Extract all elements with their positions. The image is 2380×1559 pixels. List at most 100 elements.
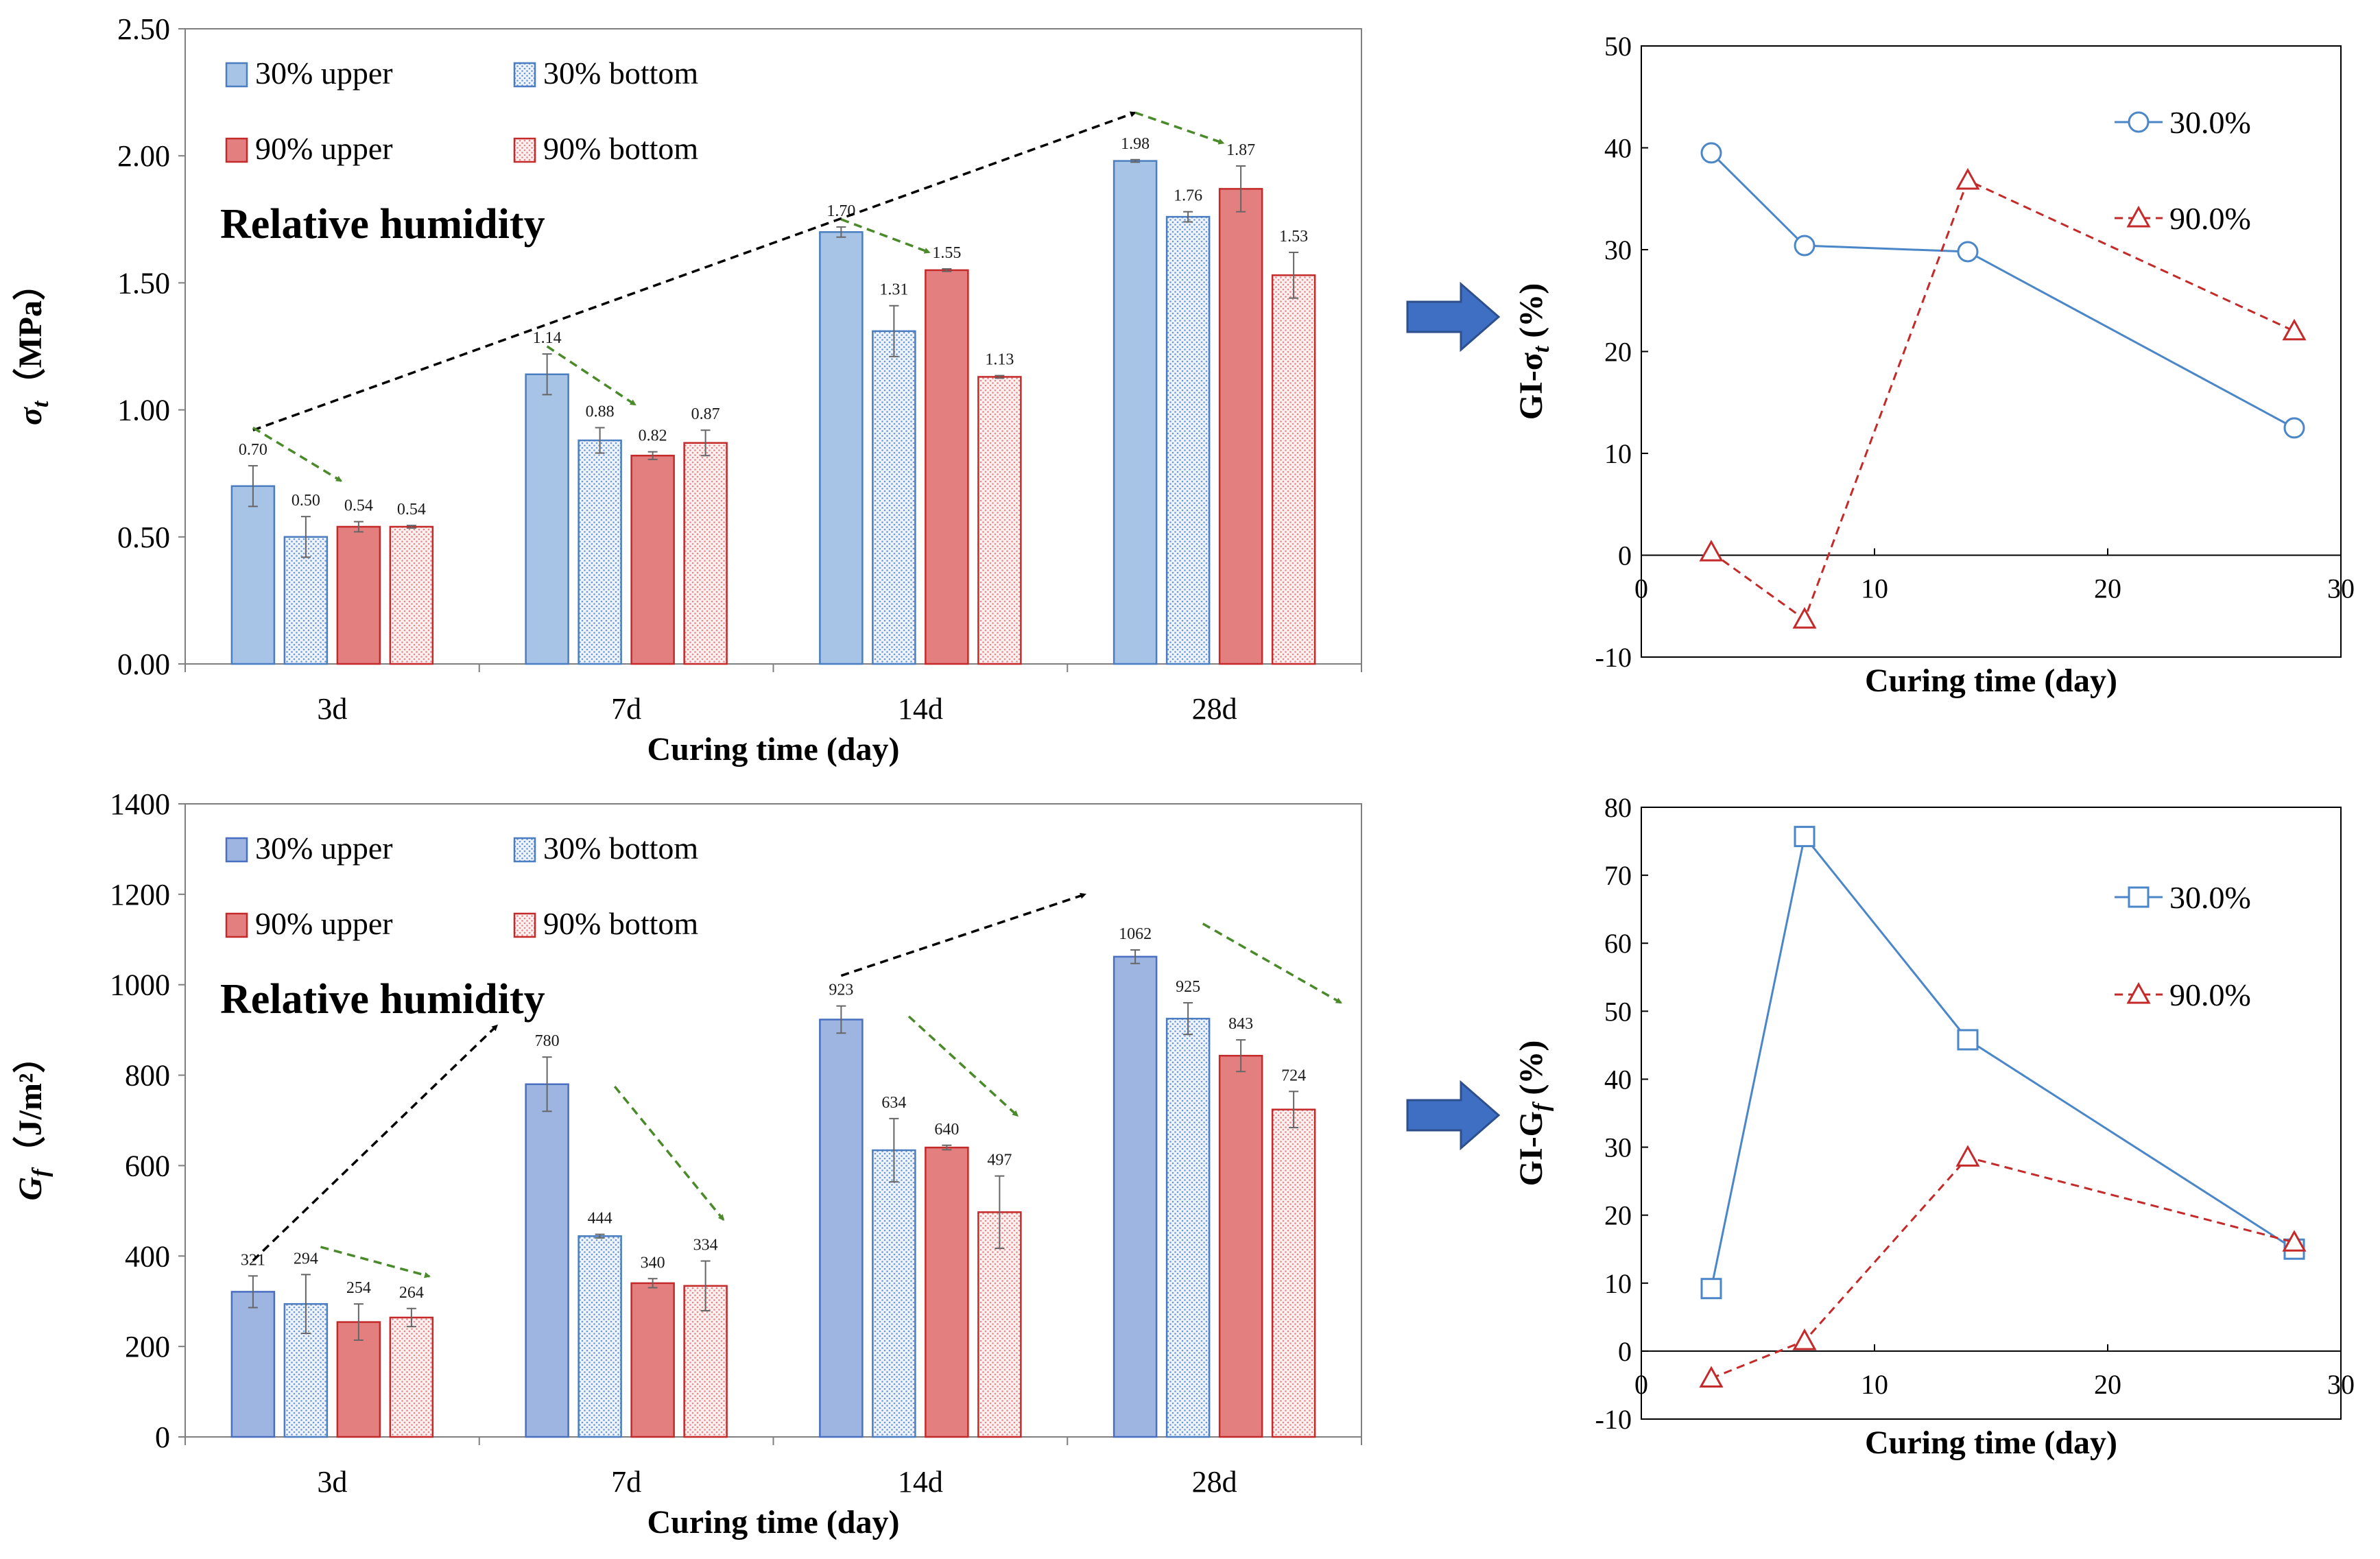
data-label: 1.87 (1226, 141, 1255, 159)
data-label: 264 (399, 1284, 424, 1302)
y-tick-label: 80 (1604, 792, 1632, 823)
data-label: 1.53 (1279, 228, 1308, 246)
data-label: 1.13 (985, 351, 1014, 369)
bar (230, 485, 276, 665)
bar (283, 536, 329, 665)
bar (925, 1146, 969, 1438)
data-point-circle (1794, 235, 1816, 257)
data-label: 1.76 (1174, 187, 1202, 205)
legend-label: 90% upper (255, 906, 393, 941)
legend-label: 30% bottom (543, 56, 698, 91)
data-point-square (1700, 1278, 1722, 1300)
bar (336, 525, 381, 665)
bar (1112, 955, 1158, 1438)
legend-label: 90.0% (2169, 201, 2251, 236)
y-tick-label: 20 (1604, 337, 1632, 368)
bar (525, 1083, 569, 1438)
legend-swatch (513, 912, 536, 938)
bar (1165, 1017, 1211, 1438)
y-tick-label: 0 (155, 1420, 170, 1454)
y-axis-title-unit: (%) (1513, 283, 1549, 346)
y-tick-label: 30 (1604, 1132, 1632, 1163)
y-tick-label: 20 (1604, 1200, 1632, 1231)
right-arrow-icon (1406, 1080, 1501, 1151)
data-label: 843 (1228, 1015, 1253, 1033)
legend-label: 90% bottom (543, 131, 698, 166)
data-label: 0.50 (291, 492, 320, 510)
y-tick-label: 50 (1604, 996, 1632, 1027)
data-point-triangle (2282, 1230, 2307, 1252)
bar (230, 1291, 276, 1438)
legend-label: 30% upper (255, 831, 393, 866)
trend-arrow (252, 111, 1137, 431)
y-axis-title-subscript: f (1529, 1101, 1554, 1111)
x-tick-label: 7d (611, 1465, 641, 1499)
data-label: 1062 (1119, 925, 1152, 943)
data-label: 1.70 (826, 202, 855, 220)
x-tick-label: 20 (2094, 573, 2121, 604)
y-tick-label: 2.50 (117, 12, 170, 46)
y-axis-title-unit: （MPa） (12, 267, 49, 401)
data-label: 1.31 (879, 281, 908, 299)
data-label: 634 (881, 1094, 906, 1112)
y-tick-label: -10 (1595, 642, 1632, 673)
annotation-text: Relative humidity (220, 201, 545, 248)
bar (1112, 160, 1158, 665)
y-tick-label: 50 (1604, 31, 1632, 62)
y-tick-label: 1400 (110, 787, 170, 821)
bar (525, 373, 569, 665)
y-axis-title-subscript: t (28, 400, 53, 407)
data-point-square (1794, 826, 1816, 848)
data-label: 640 (934, 1121, 959, 1139)
y-tick-label: -10 (1595, 1404, 1632, 1435)
data-point-triangle (2282, 318, 2307, 341)
x-tick-label: 7d (611, 692, 641, 726)
x-tick-label: 14d (898, 692, 943, 726)
y-axis-title: Gf（J/m²） (12, 1040, 53, 1201)
data-point-triangle (2126, 981, 2151, 1004)
y-tick-label: 200 (125, 1330, 170, 1364)
y-tick-label: 400 (125, 1239, 170, 1273)
data-point-triangle (1955, 1145, 1980, 1167)
y-tick-label: 40 (1604, 133, 1632, 164)
gi-sigma-line-chart: -10 0 10 20 30 40 50 0 10 20 30 30.0% 90.0% Curing ti… (1513, 31, 2355, 699)
y-tick-label: 600 (125, 1149, 170, 1182)
y-axis-title: σt（MPa） (12, 267, 53, 425)
bar (630, 1282, 675, 1438)
x-tick-label: 0 (1634, 1369, 1648, 1400)
trend-arrow (252, 427, 343, 482)
data-point-triangle (1699, 539, 1724, 562)
y-axis-title-subscript: f (28, 1167, 53, 1177)
bar (1218, 188, 1263, 665)
series-line (1711, 1156, 2295, 1379)
data-label: 0.54 (344, 497, 373, 515)
data-point-circle (2283, 417, 2305, 439)
y-tick-label: 800 (125, 1059, 170, 1093)
x-tick-label: 14d (898, 1465, 943, 1499)
legend-label: 30.0% (2169, 880, 2251, 915)
bar (1271, 1108, 1316, 1438)
data-label: 0.88 (586, 403, 615, 421)
x-tick-label: 28d (1192, 1465, 1237, 1499)
bar (872, 330, 916, 665)
data-label: 0.54 (397, 501, 426, 519)
data-label: 1.55 (932, 244, 961, 262)
bar (389, 525, 434, 665)
x-axis-title: Curing time (day) (647, 1504, 900, 1540)
x-tick-label: 3d (317, 692, 347, 726)
x-tick-label: 3d (317, 1465, 347, 1499)
legend-swatch (225, 912, 248, 938)
x-tick-label: 0 (1634, 573, 1648, 604)
block-arrow-top (1406, 281, 1501, 353)
series-line (1710, 152, 2295, 429)
x-axis-title: Curing time (day) (647, 731, 900, 767)
bar (578, 1235, 622, 1438)
trend-arrow (840, 218, 931, 254)
data-point-triangle (1792, 1328, 1817, 1350)
block-arrow-bottom (1406, 1080, 1501, 1151)
x-tick-label: 10 (1861, 573, 1888, 604)
trend-arrow (1134, 111, 1225, 145)
